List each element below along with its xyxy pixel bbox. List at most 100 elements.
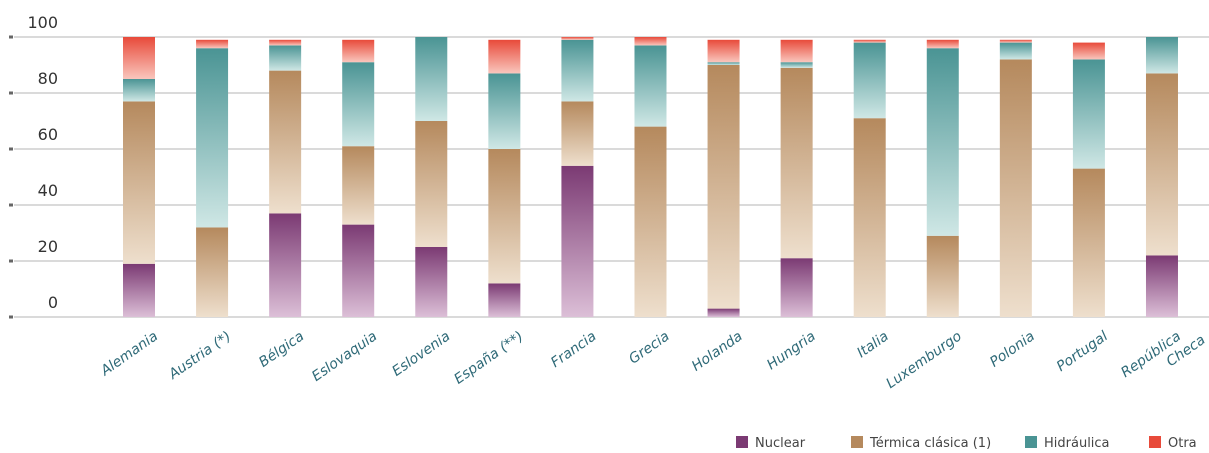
- svg-text:Alemania: Alemania: [97, 328, 161, 379]
- bar-segment: [196, 39, 229, 49]
- bar-segment: [1072, 59, 1105, 169]
- svg-text:Eslovaquia: Eslovaquia: [309, 328, 380, 385]
- x-tick-label: Eslovaquia: [309, 328, 380, 385]
- svg-text:Bélgica: Bélgica: [256, 328, 307, 370]
- legend-label: Hidráulica: [1044, 436, 1110, 451]
- bar-segment: [999, 42, 1032, 60]
- x-tick-label: Portugal: [1054, 328, 1111, 375]
- bar-stack: [488, 39, 521, 317]
- bar-stack: [853, 39, 886, 317]
- bar-segment: [1072, 42, 1105, 60]
- bar-segment: [269, 45, 302, 71]
- svg-text:Austria (*): Austria (*): [165, 328, 234, 383]
- bar-segment: [488, 283, 521, 317]
- y-tick-mark: [9, 315, 13, 319]
- legend-label: Térmica clásica (1): [869, 436, 991, 451]
- bar-segment: [415, 247, 448, 317]
- bar-segment: [123, 101, 155, 264]
- bar-segment: [707, 39, 740, 63]
- bar-segment: [707, 308, 740, 317]
- bar-stack: [561, 37, 594, 317]
- bar-segment: [634, 37, 667, 46]
- svg-text:Holanda: Holanda: [689, 328, 746, 374]
- legend-swatch: [851, 436, 863, 448]
- bar-segment: [415, 121, 448, 247]
- bar-segment: [415, 37, 448, 121]
- bar-segment: [634, 45, 667, 127]
- bar-segment: [561, 37, 594, 40]
- bar-stack: [999, 39, 1032, 318]
- bar-segment: [561, 165, 594, 317]
- bar-segment: [853, 39, 886, 43]
- y-tick-label: 80: [38, 69, 58, 88]
- bar-segment: [342, 224, 375, 317]
- svg-text:Hungria: Hungria: [764, 328, 819, 373]
- bar-segment: [488, 149, 521, 284]
- bar-segment: [707, 62, 740, 65]
- bar-segment: [342, 62, 375, 147]
- bar-segment: [196, 48, 229, 228]
- bar-stack: [123, 37, 155, 317]
- bar-segment: [1145, 73, 1178, 256]
- svg-text:Francia: Francia: [548, 328, 599, 371]
- svg-text:Polonia: Polonia: [987, 328, 1038, 370]
- y-tick-label: 20: [38, 237, 58, 256]
- svg-text:Eslovenia: Eslovenia: [389, 328, 453, 379]
- legend-label: Otra: [1168, 436, 1197, 451]
- legend-swatch: [736, 436, 748, 448]
- y-tick-mark: [9, 203, 13, 207]
- bar-stack: [926, 39, 959, 317]
- bar-segment: [999, 39, 1032, 43]
- bar-segment: [1072, 168, 1105, 317]
- svg-text:Portugal: Portugal: [1054, 328, 1111, 375]
- x-tick-label: Polonia: [987, 328, 1038, 370]
- legend: Nuclear Térmica clásica (1) Hidráulica Otra: [736, 436, 1197, 451]
- x-tick-label: Italia: [854, 328, 891, 361]
- bar-segment: [123, 79, 155, 102]
- svg-text:Grecia: Grecia: [626, 328, 672, 367]
- x-tick-label: Luxemburgo: [883, 328, 964, 392]
- bar-segment: [926, 235, 959, 317]
- bar-segment: [1145, 255, 1178, 317]
- bar-stack: [1145, 37, 1178, 317]
- y-tick-label: 60: [38, 125, 58, 144]
- svg-text:Luxemburgo: Luxemburgo: [883, 328, 964, 392]
- bar-stack: [634, 37, 667, 317]
- bar-segment: [707, 65, 740, 309]
- bar-segment: [561, 39, 594, 102]
- bar-segment: [269, 213, 302, 317]
- y-axis-ticks: 100 80 60 40 20 0: [27, 13, 58, 312]
- bar-segment: [634, 126, 667, 317]
- svg-text:Italia: Italia: [854, 328, 891, 361]
- y-tick-mark: [9, 91, 13, 95]
- legend-swatch: [1025, 436, 1037, 448]
- bar-segment: [123, 263, 155, 317]
- legend-item: Otra: [1149, 436, 1197, 451]
- bar-segment: [488, 73, 521, 149]
- x-tick-label: España (**): [451, 328, 526, 387]
- bar-segment: [561, 101, 594, 166]
- bar-segment: [123, 37, 155, 79]
- legend-swatch: [1149, 436, 1161, 448]
- x-tick-label: Bélgica: [256, 328, 307, 370]
- bar-segment: [926, 48, 959, 236]
- bar-segment: [342, 146, 375, 225]
- x-tick-label: Hungria: [764, 328, 819, 373]
- x-tick-label: Holanda: [689, 328, 746, 374]
- y-tick-mark: [9, 259, 13, 263]
- bar-segment: [196, 227, 229, 317]
- bar-stack: [196, 39, 229, 317]
- y-tick-label: 100: [27, 13, 58, 32]
- y-tick-mark: [9, 35, 13, 39]
- bar-stack: [1072, 42, 1105, 317]
- bar-segment: [780, 39, 813, 63]
- bar-segment: [1145, 37, 1178, 74]
- legend-label: Nuclear: [755, 436, 806, 451]
- legend-item: Nuclear: [736, 436, 806, 451]
- legend-item: Térmica clásica (1): [851, 436, 991, 451]
- bar-segment: [780, 258, 813, 317]
- bar-stack: [342, 39, 375, 317]
- bar-segment: [488, 39, 521, 74]
